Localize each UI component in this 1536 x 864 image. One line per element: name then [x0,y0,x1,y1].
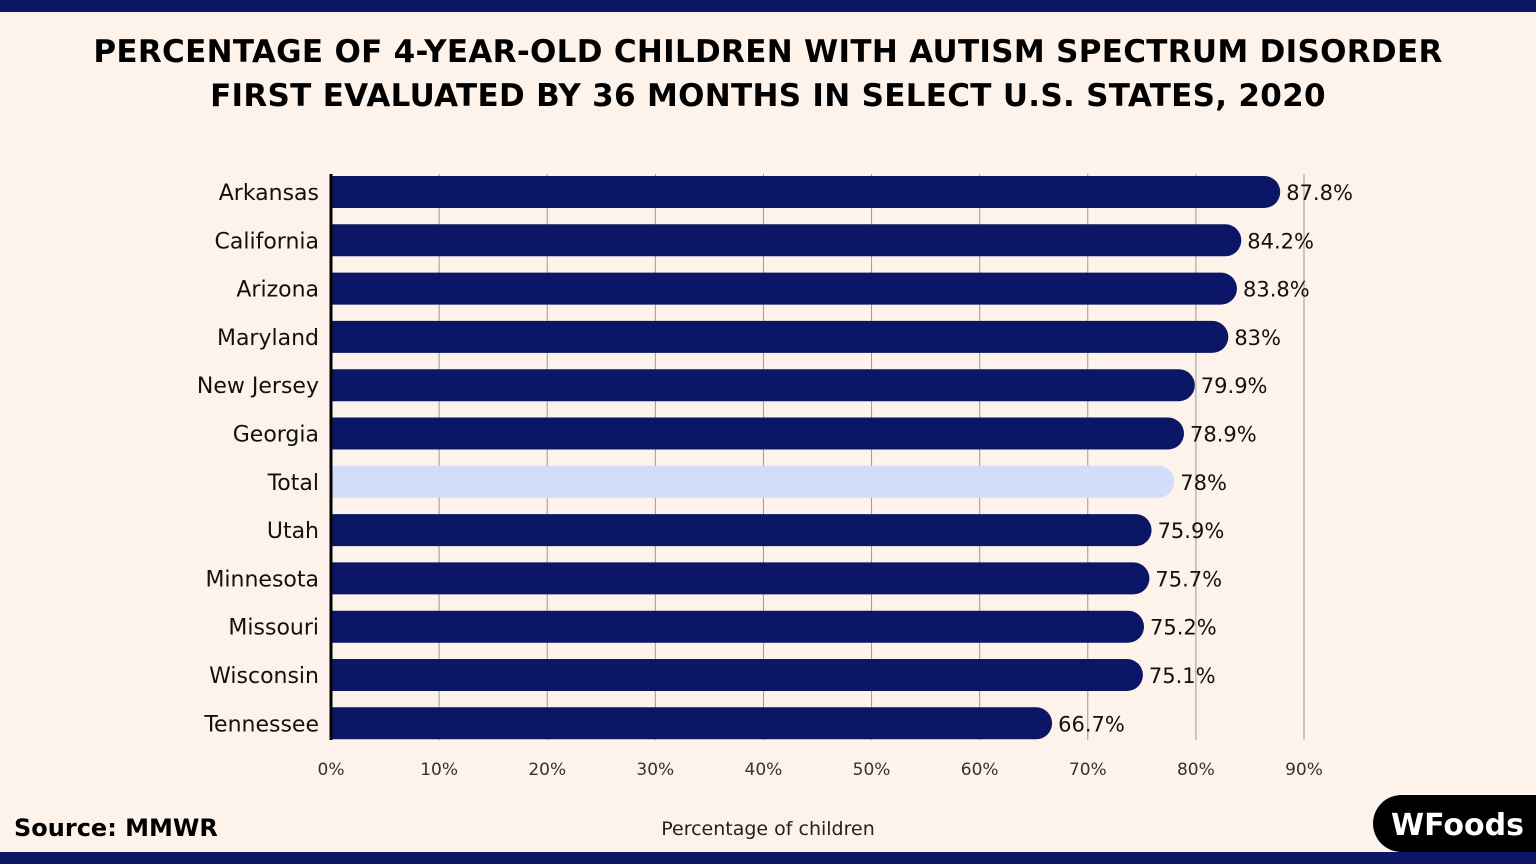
x-tick-label: 10% [420,760,458,780]
category-label: Tennessee [203,712,319,737]
title-line-2: FIRST EVALUATED BY 36 MONTHS IN SELECT U… [210,78,1326,114]
x-axis-title: Percentage of children [661,818,875,840]
data-label: 83.8% [1243,278,1310,302]
source-label: Source: MMWR [14,814,218,842]
category-label: Arizona [236,278,319,303]
category-label: California [215,229,319,254]
x-tick-label: 80% [1177,760,1215,780]
category-label: Total [267,471,319,496]
x-tick-label: 90% [1285,760,1323,780]
x-tick-label: 40% [745,760,783,780]
title-line-1: PERCENTAGE OF 4-YEAR-OLD CHILDREN WITH A… [93,34,1443,70]
bar-new-jersey [331,369,1195,402]
data-label: 75.1% [1149,664,1216,688]
category-label: Minnesota [205,567,319,592]
category-label: Wisconsin [209,664,319,689]
data-label: 84.2% [1247,229,1314,253]
x-tick-label: 0% [318,760,345,780]
category-label: Maryland [217,326,319,351]
bar-california [331,224,1242,257]
x-tick-label: 70% [1069,760,1107,780]
bar-arizona [331,272,1237,305]
bar-missouri [331,610,1144,643]
bar-tennessee [331,707,1053,740]
bar-wisconsin [331,659,1143,691]
chart-title: PERCENTAGE OF 4-YEAR-OLD CHILDREN WITH A… [0,30,1536,118]
bar-total [331,465,1175,498]
logo-text: WFoods [1391,808,1524,843]
category-label: Georgia [233,423,319,448]
category-label: Utah [267,519,319,544]
data-label: 79.9% [1201,374,1268,398]
wfoods-logo: WFoods [1373,795,1536,852]
bar-georgia [331,417,1184,450]
data-label: 87.8% [1286,181,1353,205]
bar-minnesota [331,562,1150,595]
bar-utah [331,514,1152,547]
data-label: 78.9% [1190,423,1257,447]
data-label: 75.9% [1158,519,1225,543]
top-band [0,0,1536,12]
x-tick-label: 20% [528,760,566,780]
x-tick-label: 60% [961,760,999,780]
x-tick-label: 50% [853,760,891,780]
data-label: 75.2% [1150,616,1217,640]
bar-arkansas [331,176,1281,208]
category-label: New Jersey [197,374,319,399]
bar-maryland [331,320,1229,353]
category-label: Arkansas [219,181,319,206]
category-label: Missouri [228,616,319,641]
x-tick-label: 30% [636,760,674,780]
bottom-band [0,852,1536,864]
data-label: 66.7% [1058,712,1125,736]
data-label: 83% [1234,326,1281,350]
data-label: 75.7% [1155,567,1222,591]
data-label: 78% [1180,471,1227,495]
